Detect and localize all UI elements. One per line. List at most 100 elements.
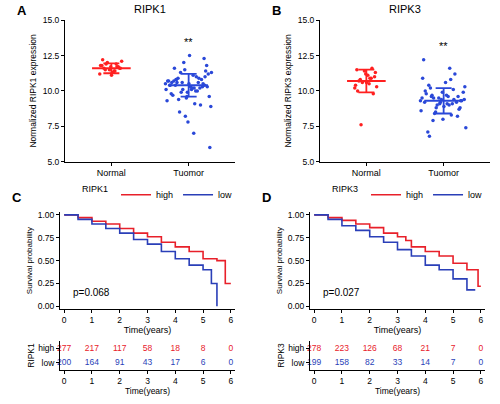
svg-text:43: 43 bbox=[143, 357, 153, 367]
svg-text:17: 17 bbox=[171, 357, 181, 367]
svg-text:0: 0 bbox=[228, 343, 233, 353]
svg-text:277: 277 bbox=[57, 343, 71, 353]
svg-text:5: 5 bbox=[201, 315, 206, 325]
svg-text:0: 0 bbox=[478, 357, 483, 367]
svg-text:7.5: 7.5 bbox=[302, 121, 314, 131]
svg-text:5: 5 bbox=[451, 315, 456, 325]
svg-text:Survival probability: Survival probability bbox=[275, 227, 284, 294]
svg-text:200: 200 bbox=[57, 357, 71, 367]
svg-text:5.0: 5.0 bbox=[47, 157, 59, 167]
svg-text:126: 126 bbox=[363, 343, 377, 353]
svg-text:low: low bbox=[468, 190, 482, 200]
svg-text:D: D bbox=[262, 190, 271, 205]
svg-text:Time(years): Time(years) bbox=[125, 386, 170, 396]
svg-text:33: 33 bbox=[393, 357, 403, 367]
svg-text:0: 0 bbox=[312, 315, 317, 325]
svg-text:high: high bbox=[38, 343, 54, 353]
svg-text:4: 4 bbox=[173, 376, 178, 386]
svg-text:21: 21 bbox=[421, 343, 431, 353]
svg-text:14: 14 bbox=[421, 357, 431, 367]
svg-text:C: C bbox=[12, 190, 22, 205]
svg-text:18: 18 bbox=[171, 343, 181, 353]
svg-text:82: 82 bbox=[365, 357, 375, 367]
svg-text:high: high bbox=[288, 343, 304, 353]
svg-text:1: 1 bbox=[340, 315, 345, 325]
svg-text:0.50: 0.50 bbox=[288, 256, 305, 266]
svg-text:high: high bbox=[156, 190, 173, 200]
svg-text:low: low bbox=[42, 358, 56, 368]
svg-text:12.5: 12.5 bbox=[43, 51, 60, 61]
svg-text:3: 3 bbox=[395, 315, 400, 325]
svg-text:5: 5 bbox=[451, 376, 456, 386]
svg-text:1: 1 bbox=[90, 376, 95, 386]
svg-text:0: 0 bbox=[62, 376, 67, 386]
svg-text:B: B bbox=[272, 3, 281, 18]
svg-text:Normalized RIPK1 expression: Normalized RIPK1 expression bbox=[28, 34, 38, 148]
svg-text:10.0: 10.0 bbox=[43, 86, 60, 96]
svg-text:Time(years): Time(years) bbox=[124, 325, 172, 335]
svg-text:12.5: 12.5 bbox=[298, 51, 315, 61]
svg-text:4: 4 bbox=[423, 315, 428, 325]
svg-text:8: 8 bbox=[201, 343, 206, 353]
svg-text:Time(years): Time(years) bbox=[375, 386, 420, 396]
svg-text:164: 164 bbox=[85, 357, 99, 367]
svg-text:RIPK3: RIPK3 bbox=[389, 3, 421, 15]
svg-text:1: 1 bbox=[340, 376, 345, 386]
svg-text:0: 0 bbox=[228, 357, 233, 367]
svg-text:158: 158 bbox=[335, 357, 349, 367]
svg-text:A: A bbox=[17, 3, 27, 18]
svg-text:7: 7 bbox=[451, 357, 456, 367]
svg-text:**: ** bbox=[439, 40, 448, 52]
svg-text:0.75: 0.75 bbox=[288, 233, 305, 243]
svg-text:high: high bbox=[406, 190, 423, 200]
svg-text:RIPK1: RIPK1 bbox=[82, 184, 108, 194]
svg-text:low: low bbox=[292, 358, 306, 368]
svg-text:RIPK3: RIPK3 bbox=[276, 343, 286, 368]
svg-text:15.0: 15.0 bbox=[298, 15, 315, 25]
svg-text:223: 223 bbox=[335, 343, 349, 353]
svg-text:6: 6 bbox=[228, 376, 233, 386]
svg-text:Normal: Normal bbox=[352, 168, 381, 178]
svg-text:0: 0 bbox=[478, 343, 483, 353]
svg-text:0.50: 0.50 bbox=[38, 256, 55, 266]
svg-text:15.0: 15.0 bbox=[43, 15, 60, 25]
svg-text:3: 3 bbox=[145, 376, 150, 386]
svg-text:3: 3 bbox=[395, 376, 400, 386]
svg-text:0: 0 bbox=[62, 315, 67, 325]
svg-text:217: 217 bbox=[85, 343, 99, 353]
svg-text:Time(years): Time(years) bbox=[374, 325, 422, 335]
svg-text:10.0: 10.0 bbox=[298, 86, 315, 96]
svg-text:2: 2 bbox=[367, 376, 372, 386]
svg-text:6: 6 bbox=[201, 357, 206, 367]
svg-text:278: 278 bbox=[307, 343, 321, 353]
svg-text:68: 68 bbox=[393, 343, 403, 353]
svg-text:5.0: 5.0 bbox=[302, 157, 314, 167]
svg-text:low: low bbox=[218, 190, 232, 200]
svg-text:RIPK1: RIPK1 bbox=[26, 343, 36, 368]
svg-text:6: 6 bbox=[228, 315, 233, 325]
svg-text:4: 4 bbox=[173, 315, 178, 325]
svg-text:0.25: 0.25 bbox=[288, 278, 305, 288]
svg-text:117: 117 bbox=[113, 343, 127, 353]
svg-text:2: 2 bbox=[367, 315, 372, 325]
svg-text:6: 6 bbox=[478, 376, 483, 386]
svg-text:0: 0 bbox=[312, 376, 317, 386]
svg-text:Survival probability: Survival probability bbox=[25, 227, 34, 294]
svg-text:0.25: 0.25 bbox=[38, 278, 55, 288]
svg-text:p=0.068: p=0.068 bbox=[73, 287, 110, 298]
svg-text:0.75: 0.75 bbox=[38, 233, 55, 243]
svg-text:Normal: Normal bbox=[97, 168, 126, 178]
svg-text:2: 2 bbox=[117, 376, 122, 386]
svg-text:RIPK3: RIPK3 bbox=[332, 184, 358, 194]
svg-text:1.00: 1.00 bbox=[38, 210, 55, 220]
svg-text:5: 5 bbox=[201, 376, 206, 386]
svg-text:p=0.027: p=0.027 bbox=[323, 287, 360, 298]
svg-text:6: 6 bbox=[478, 315, 483, 325]
svg-text:91: 91 bbox=[115, 357, 125, 367]
svg-text:Tuomor: Tuomor bbox=[173, 168, 204, 178]
svg-text:3: 3 bbox=[145, 315, 150, 325]
svg-text:0.00: 0.00 bbox=[38, 301, 55, 311]
svg-text:58: 58 bbox=[143, 343, 153, 353]
svg-text:1: 1 bbox=[90, 315, 95, 325]
svg-text:**: ** bbox=[184, 36, 193, 48]
